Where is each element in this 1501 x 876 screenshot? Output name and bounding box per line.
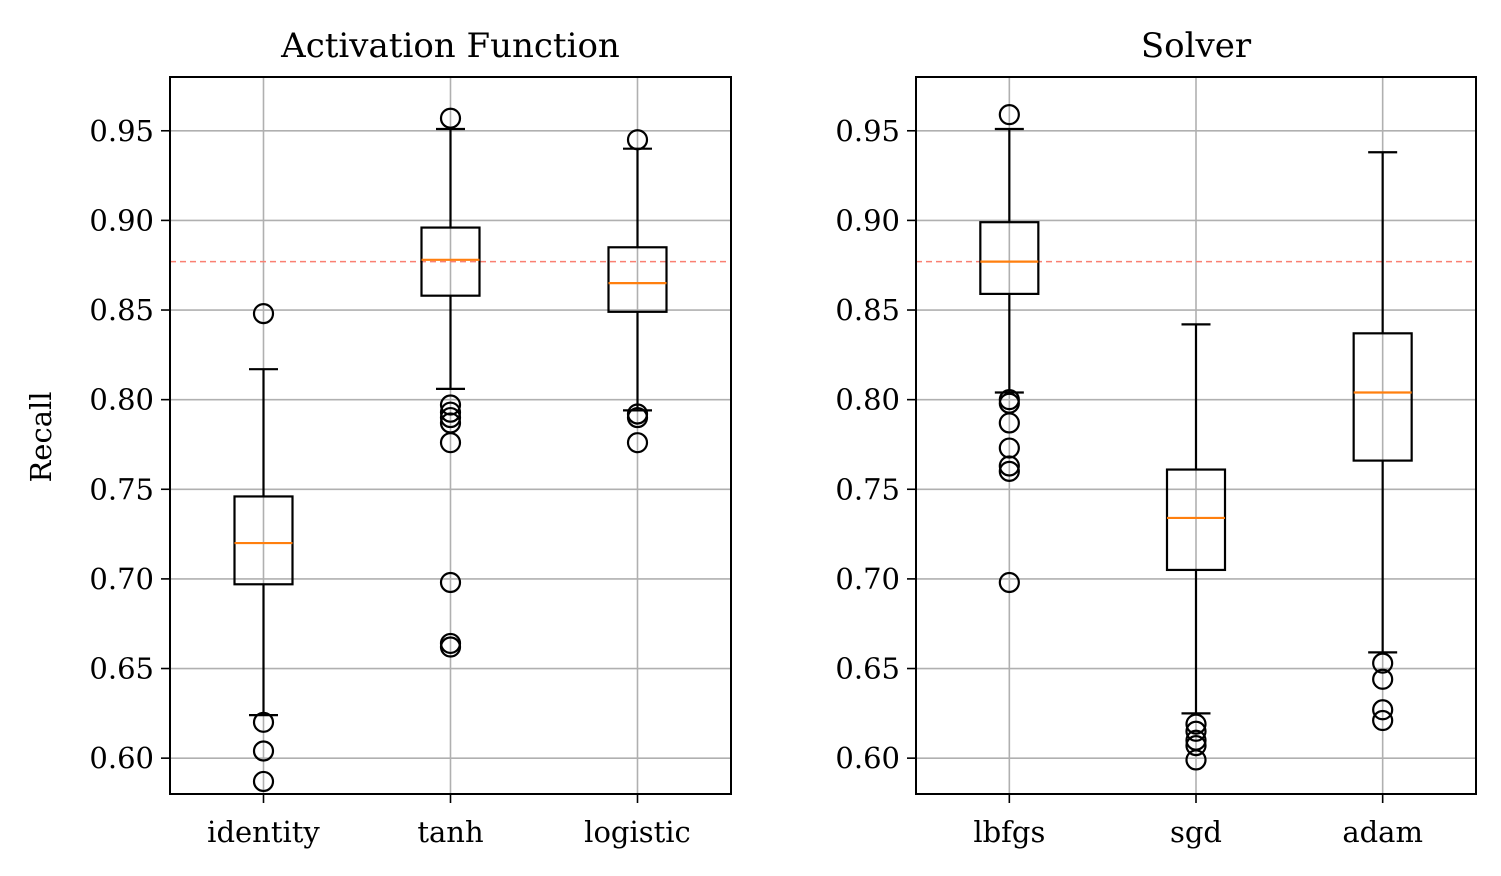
y-tick-label: 0.85 [835,293,900,327]
outlier-point [998,104,1020,126]
y-tick-label: 0.90 [89,203,154,237]
outlier-point [439,636,462,658]
y-tick-label: 0.70 [835,562,900,596]
x-tick-label: logistic [584,815,691,849]
x-tick-label: tanh [417,815,483,849]
box-identity [233,303,294,793]
x-tick-label: sgd [1170,815,1222,849]
outlier-point [626,129,649,151]
outlier-point [998,460,1020,482]
box-adam [1352,151,1413,732]
chart-title: Solver [1141,26,1252,66]
outlier-point [998,455,1020,477]
y-tick-label: 0.75 [89,472,154,506]
iqr-box [1165,468,1227,572]
outlier-point [1185,749,1207,771]
x-tick-label: adam [1342,815,1423,849]
y-tick-label: 0.75 [835,472,900,506]
outlier-point [439,432,462,454]
outlier-point [626,432,649,454]
outlier-point [1185,735,1207,757]
y-tick-label: 0.65 [89,652,154,686]
box-logistic [607,129,668,454]
axes-frame [915,76,1477,795]
outlier-point [1372,668,1394,690]
y-tick-label: 0.80 [89,383,154,417]
iqr-box [607,246,668,313]
outlier-point [439,107,462,129]
box-sgd [1165,323,1227,771]
outlier-point [439,401,462,423]
y-tick-label: 0.85 [89,293,154,327]
y-tick-label: 0.70 [89,562,154,596]
outlier-point [252,740,275,762]
chart-title: Activation Function [280,26,620,66]
outlier-point [252,711,275,733]
y-axis-label: Recall [24,391,58,482]
outlier-point [252,770,275,793]
outlier-point [439,571,462,594]
outlier-point [626,406,649,429]
x-tick-label: lbfgs [973,815,1045,849]
y-tick-label: 0.60 [835,741,900,775]
axes-frame [169,76,732,795]
y-tick-label: 0.65 [835,652,900,686]
y-tick-label: 0.90 [835,203,900,237]
panel-activation-function: 0.60 0.65 0.70 0.75 0.80 0.85 0.90 0.95 identity… [89,26,732,849]
iqr-box [233,495,294,586]
outlier-point [998,412,1020,434]
outlier-point [1372,652,1394,674]
outlier-point [1185,713,1207,735]
x-tick-label: identity [207,815,320,849]
outlier-point [439,406,462,429]
outlier-point [252,303,275,325]
box-tanh [420,107,481,658]
iqr-box [420,226,481,297]
box-lbfgs [979,104,1040,594]
outlier-point [1372,699,1394,721]
y-tick-label: 0.95 [89,114,154,148]
panel-solver: 0.60 0.65 0.70 0.75 0.80 0.85 0.90 0.95 lbfgs sgd… [835,26,1477,849]
y-tick-label: 0.95 [835,114,900,148]
iqr-box [979,221,1040,295]
y-tick-label: 0.60 [89,741,154,775]
iqr-box [1352,332,1413,462]
outlier-point [1372,709,1394,732]
y-tick-label: 0.80 [835,383,900,417]
outlier-point [998,571,1020,594]
outlier-point [1185,720,1207,742]
